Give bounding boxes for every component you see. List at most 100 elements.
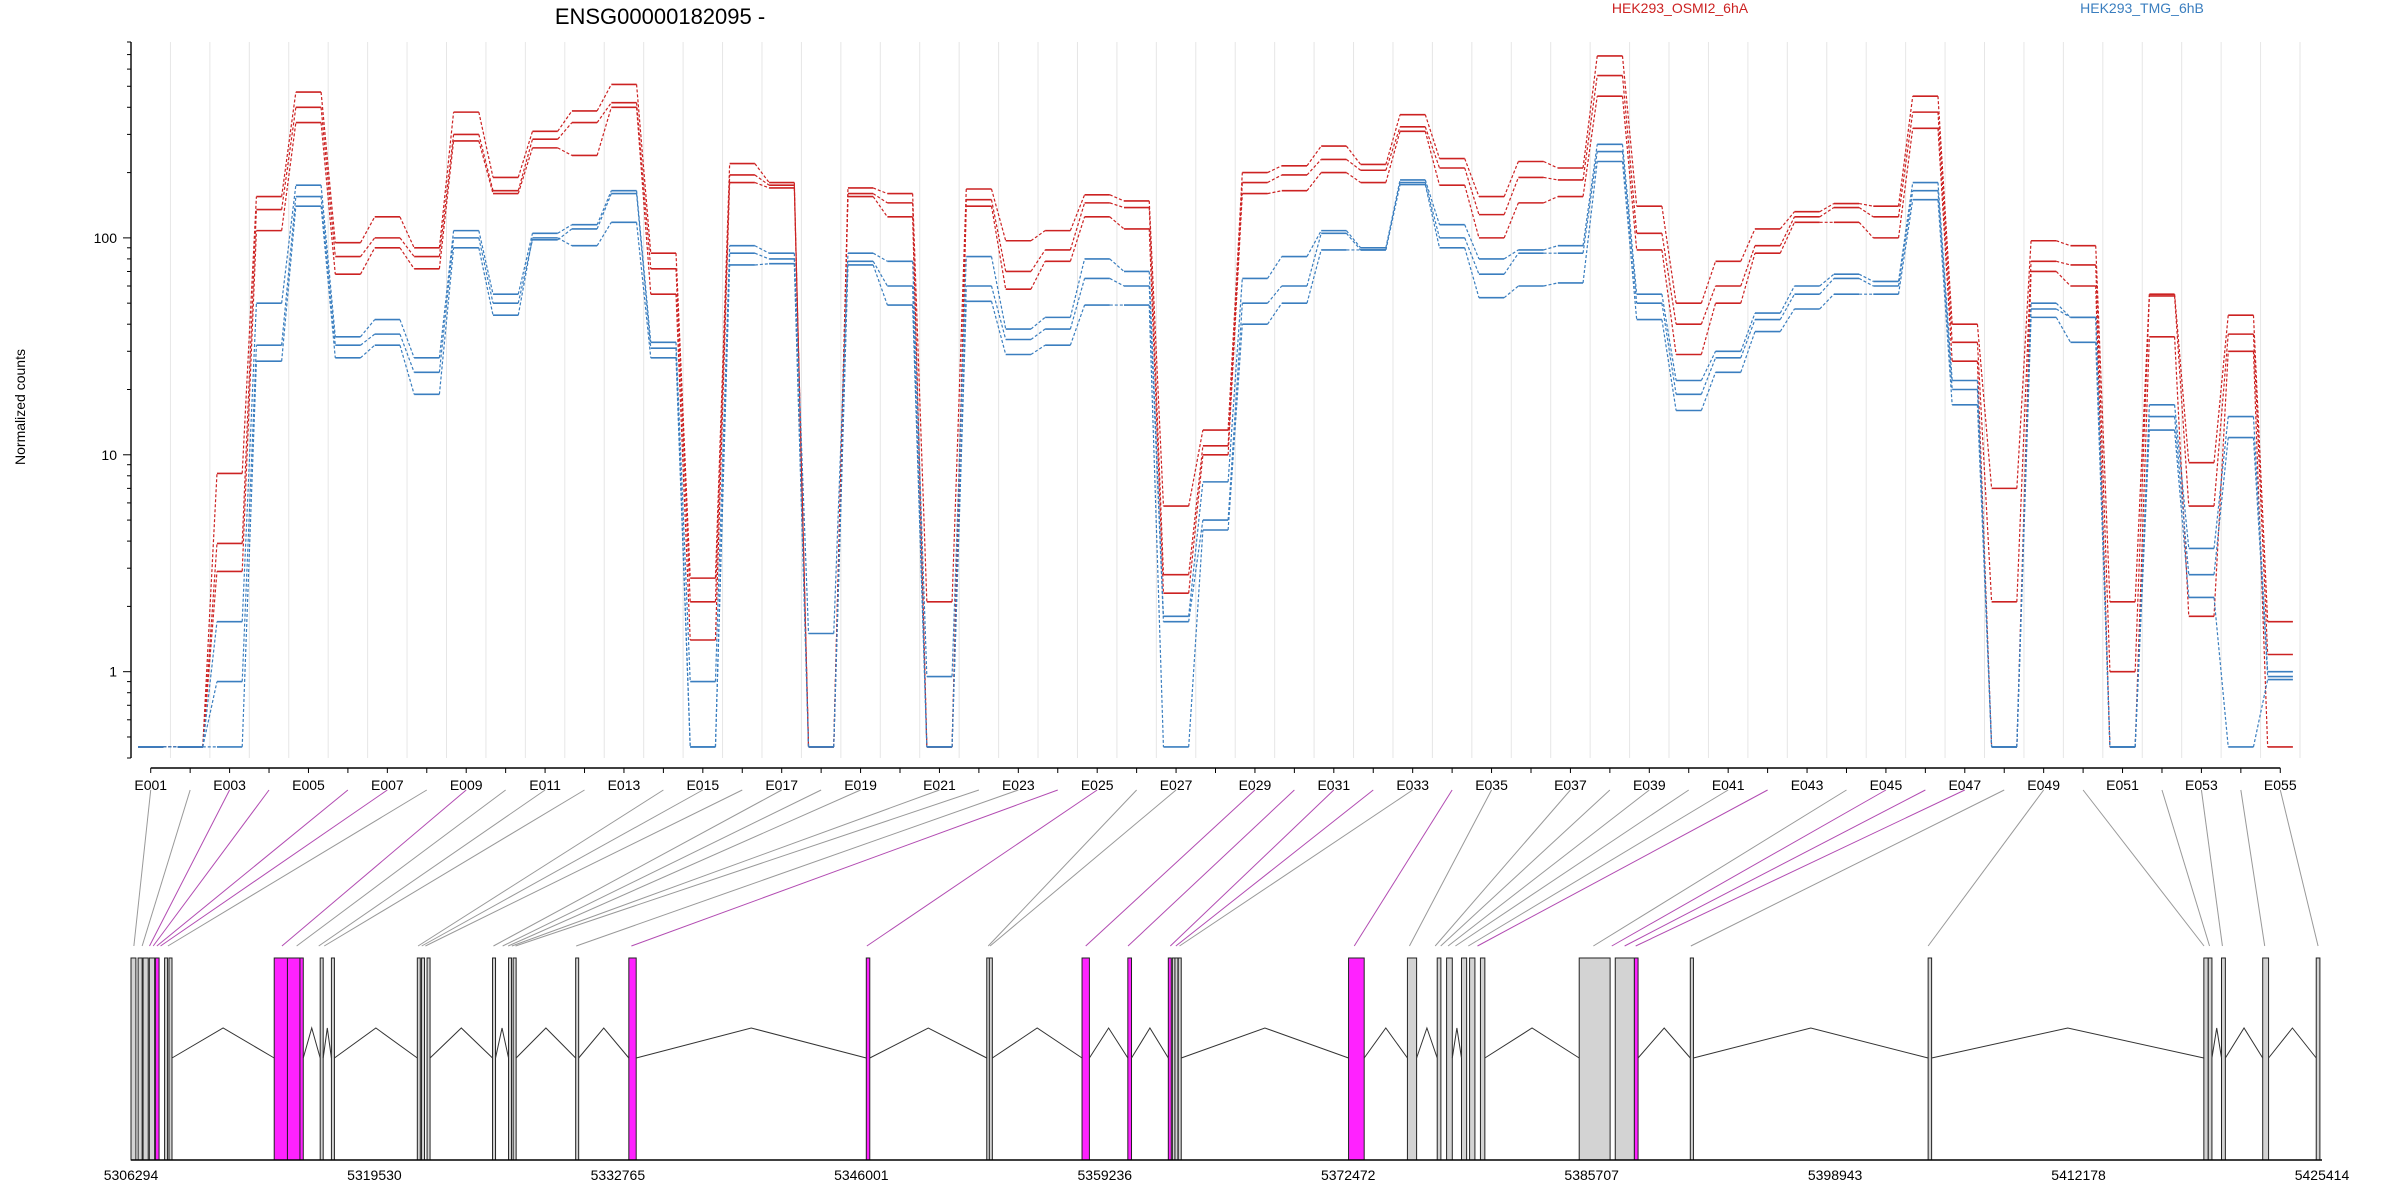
data-connector [1109, 258, 1125, 272]
data-connector [1621, 161, 1638, 320]
data-connector [438, 112, 455, 248]
x-tick-label: E015 [686, 777, 719, 793]
data-connector [2095, 245, 2111, 602]
series-2 [138, 95, 2293, 748]
exon-block [628, 957, 637, 1161]
series-5 [138, 160, 2293, 748]
exon-block [2262, 957, 2270, 1161]
data-connector [478, 230, 494, 295]
data-connector [1464, 185, 1480, 239]
data-connector [517, 239, 534, 304]
data-connector [399, 247, 415, 270]
data-connector [2056, 260, 2071, 266]
data-connector [202, 621, 218, 747]
exon-block [1469, 957, 1476, 1161]
plot-grid [130, 42, 2301, 758]
data-connector [1976, 324, 1993, 489]
exon-link [156, 789, 349, 947]
x-tick-label: E045 [1870, 777, 1903, 793]
data-connector [2016, 317, 2032, 747]
intron-line [2224, 1027, 2264, 1059]
data-connector [557, 147, 573, 156]
exon-link [1440, 789, 1611, 947]
data-connector [1345, 145, 1362, 165]
series-0 [138, 55, 2293, 748]
data-connector [1700, 351, 1717, 381]
data-connector [557, 237, 573, 247]
data-connector [399, 216, 415, 249]
exon-links [133, 789, 2319, 947]
x-tick-label: E021 [923, 777, 956, 793]
data-connector [1858, 273, 1874, 282]
exon-block [988, 957, 993, 1161]
exon-block [273, 957, 288, 1161]
intron-line [2268, 1027, 2317, 1059]
data-connector [241, 303, 258, 622]
exon-block [1633, 957, 1639, 1161]
data-connector [1503, 252, 1519, 275]
data-connector [2016, 240, 2032, 489]
exon-block [1177, 957, 1182, 1161]
data-connector [2056, 240, 2071, 247]
data-connector [399, 319, 415, 359]
x-tick-label: E001 [134, 777, 167, 793]
data-connector [1069, 258, 1086, 318]
data-connector [1543, 196, 1559, 204]
data-connector [1543, 282, 1558, 287]
intron-line [869, 1027, 987, 1059]
intron-line [2211, 1027, 2222, 1059]
data-connector [1897, 199, 1914, 295]
data-connector [1819, 273, 1835, 287]
data-connector [360, 344, 376, 359]
x-tick-label: E031 [1317, 777, 1350, 793]
data-connector [1148, 305, 1165, 747]
data-connector [1346, 158, 1361, 171]
intron-line [515, 1027, 577, 1059]
exon-link [1434, 789, 1571, 947]
exon-link [1593, 789, 1847, 947]
exon-link [1179, 789, 1413, 947]
data-connector [1385, 179, 1401, 248]
data-connector [635, 84, 652, 254]
data-connector [635, 193, 652, 349]
data-connector [281, 92, 297, 197]
exon-link [493, 789, 782, 947]
exon-block [865, 957, 871, 1161]
data-connector [1543, 245, 1558, 251]
x-tick-label: E009 [450, 777, 483, 793]
exon-link [1085, 789, 1256, 947]
data-connector [793, 253, 810, 634]
data-connector [714, 182, 731, 641]
data-connector [793, 263, 810, 747]
position-tick-label: 5372472 [1321, 1167, 1376, 1183]
data-connector [1819, 278, 1835, 295]
x-tick-label: E049 [2027, 777, 2060, 793]
data-connector [478, 237, 494, 304]
data-connector [2095, 317, 2111, 747]
data-connector [438, 230, 455, 358]
data-connector [1937, 128, 1953, 362]
x-tick-label: E025 [1081, 777, 1114, 793]
data-connector [1937, 199, 1953, 405]
y-axis-label: Normalized counts [12, 349, 28, 465]
data-connector [1582, 75, 1598, 181]
exon-link [515, 789, 980, 947]
data-connector [833, 264, 849, 747]
gene-model [130, 957, 2321, 1161]
data-connector [1069, 202, 1086, 251]
exon-link [2200, 789, 2223, 947]
data-connector [2252, 315, 2269, 622]
data-connector [202, 571, 218, 747]
data-connector [399, 345, 415, 395]
x-tick-label: E037 [1554, 777, 1587, 793]
data-connector [1424, 182, 1441, 239]
exon-block [1578, 957, 1611, 1161]
data-connector [1030, 328, 1046, 340]
data-connector [1976, 342, 1993, 602]
x-tick-label: E019 [844, 777, 877, 793]
data-connector [1976, 404, 1993, 747]
exon-block [286, 957, 301, 1161]
data-connector [754, 181, 770, 189]
data-connector [2134, 295, 2150, 672]
data-connector [1385, 114, 1401, 165]
